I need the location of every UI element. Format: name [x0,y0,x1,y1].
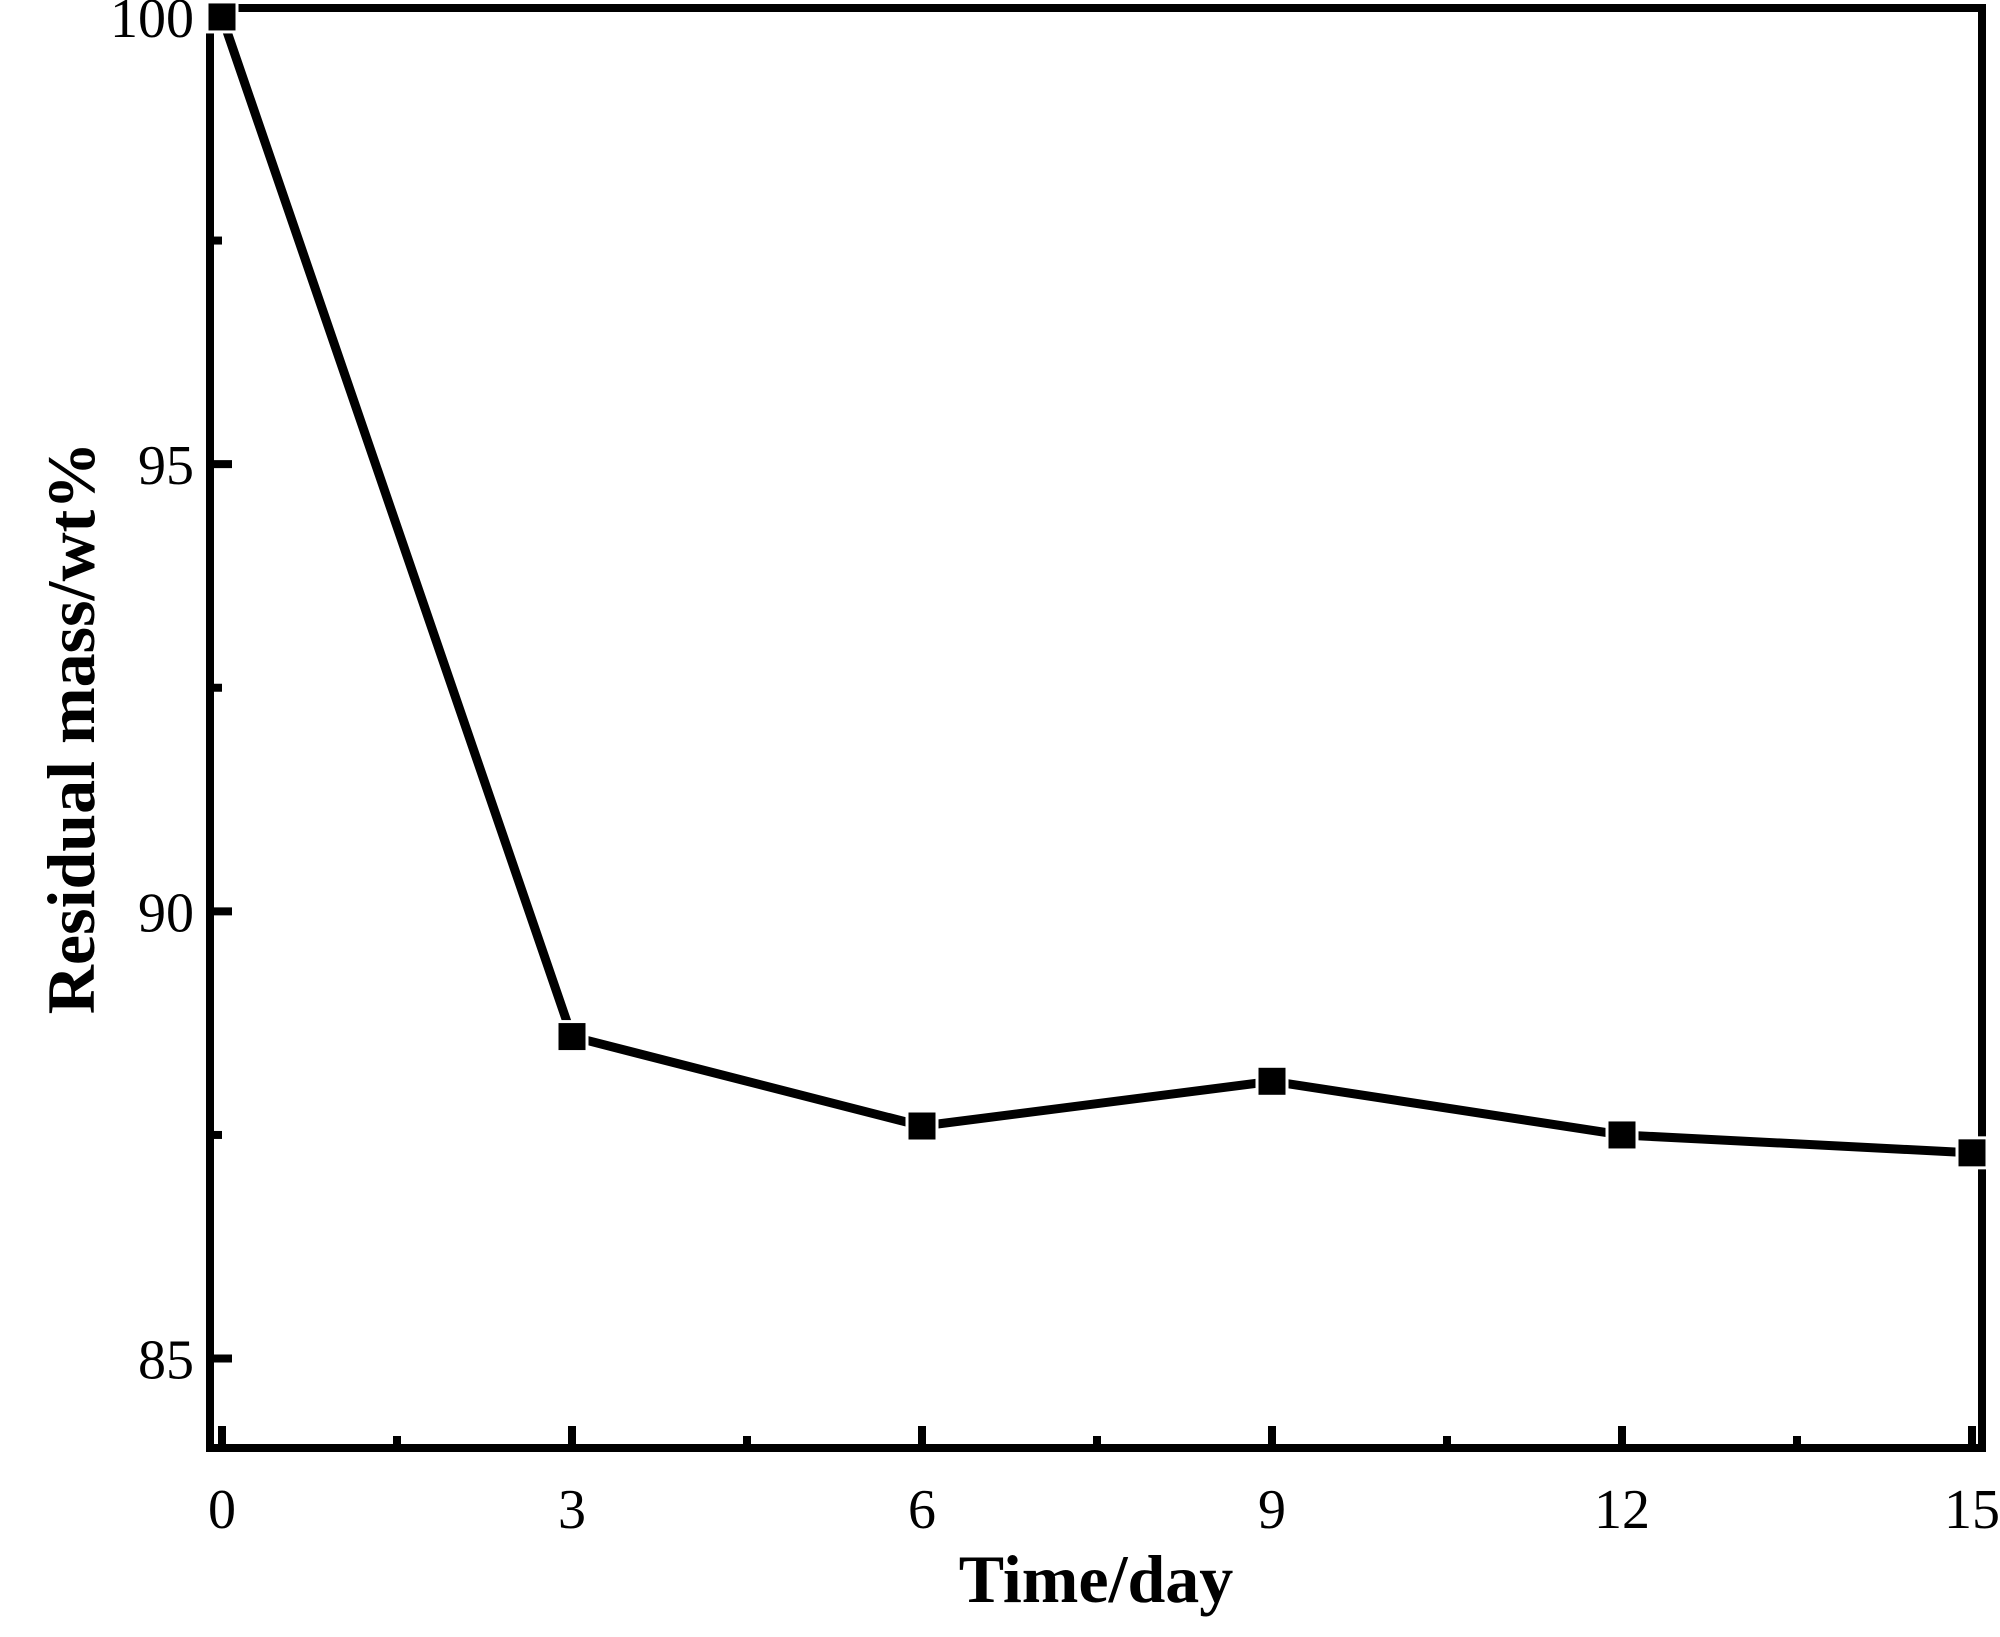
y-tick-label: 85 [138,1330,194,1392]
ticks-layer [210,12,1976,1448]
plot-frame [206,4,1986,1452]
data-point-marker [1605,1118,1639,1152]
data-point-marker [1255,1064,1289,1098]
x-tick-label: 12 [1594,1479,1650,1541]
labels-layer: 0 3 6 9 12 15 85 90 95 100 [110,0,2000,1541]
x-tick-label: 9 [1258,1479,1286,1541]
series-line [217,12,1977,1158]
x-axis-title: Time/day [959,1541,1234,1617]
x-tick-label: 6 [908,1479,936,1541]
y-tick-label: 95 [138,435,194,497]
x-tick-label: 15 [1944,1479,2000,1541]
data-point-marker [1955,1136,1989,1170]
data-point-marker [905,1109,939,1143]
x-tick-label: 3 [558,1479,586,1541]
y-tick-label: 100 [110,0,194,50]
data-point-marker [205,0,239,34]
y-axis-title: Residual mass/wt% [33,442,109,1014]
y-tick-label: 90 [138,882,194,944]
x-tick-label: 0 [208,1479,236,1541]
series-layer [205,0,1989,1170]
data-point-marker [555,1020,589,1054]
